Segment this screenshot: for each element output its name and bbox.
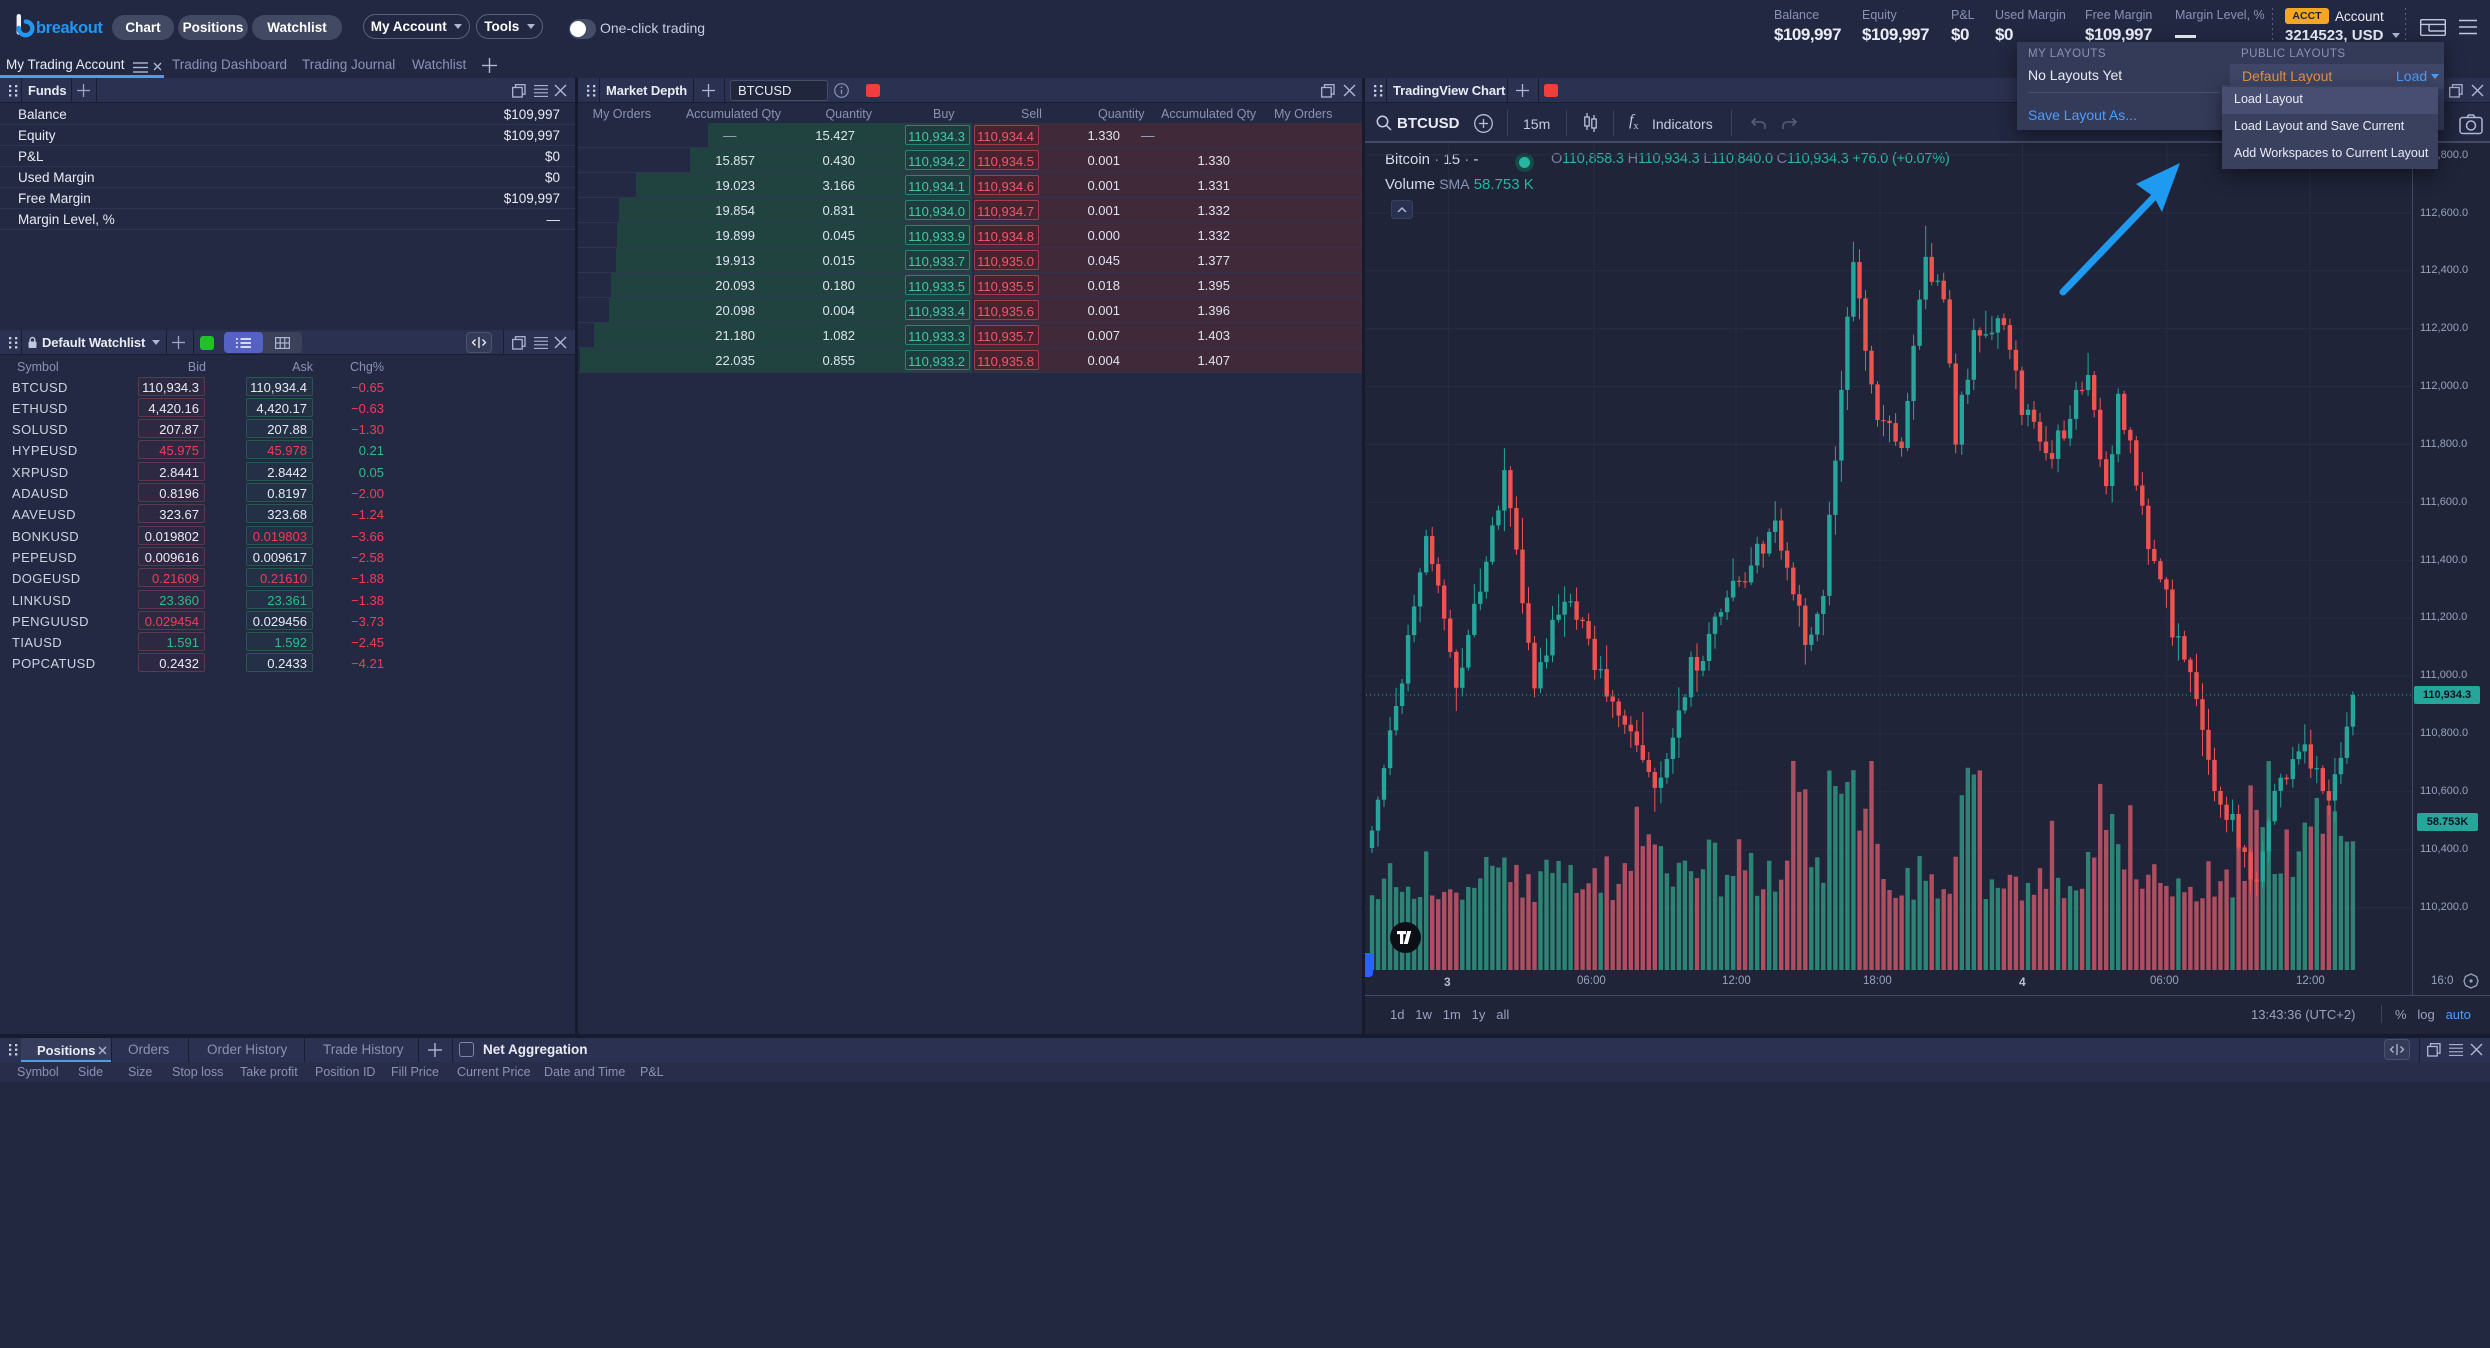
svg-text:breakout: breakout [36, 19, 103, 37]
